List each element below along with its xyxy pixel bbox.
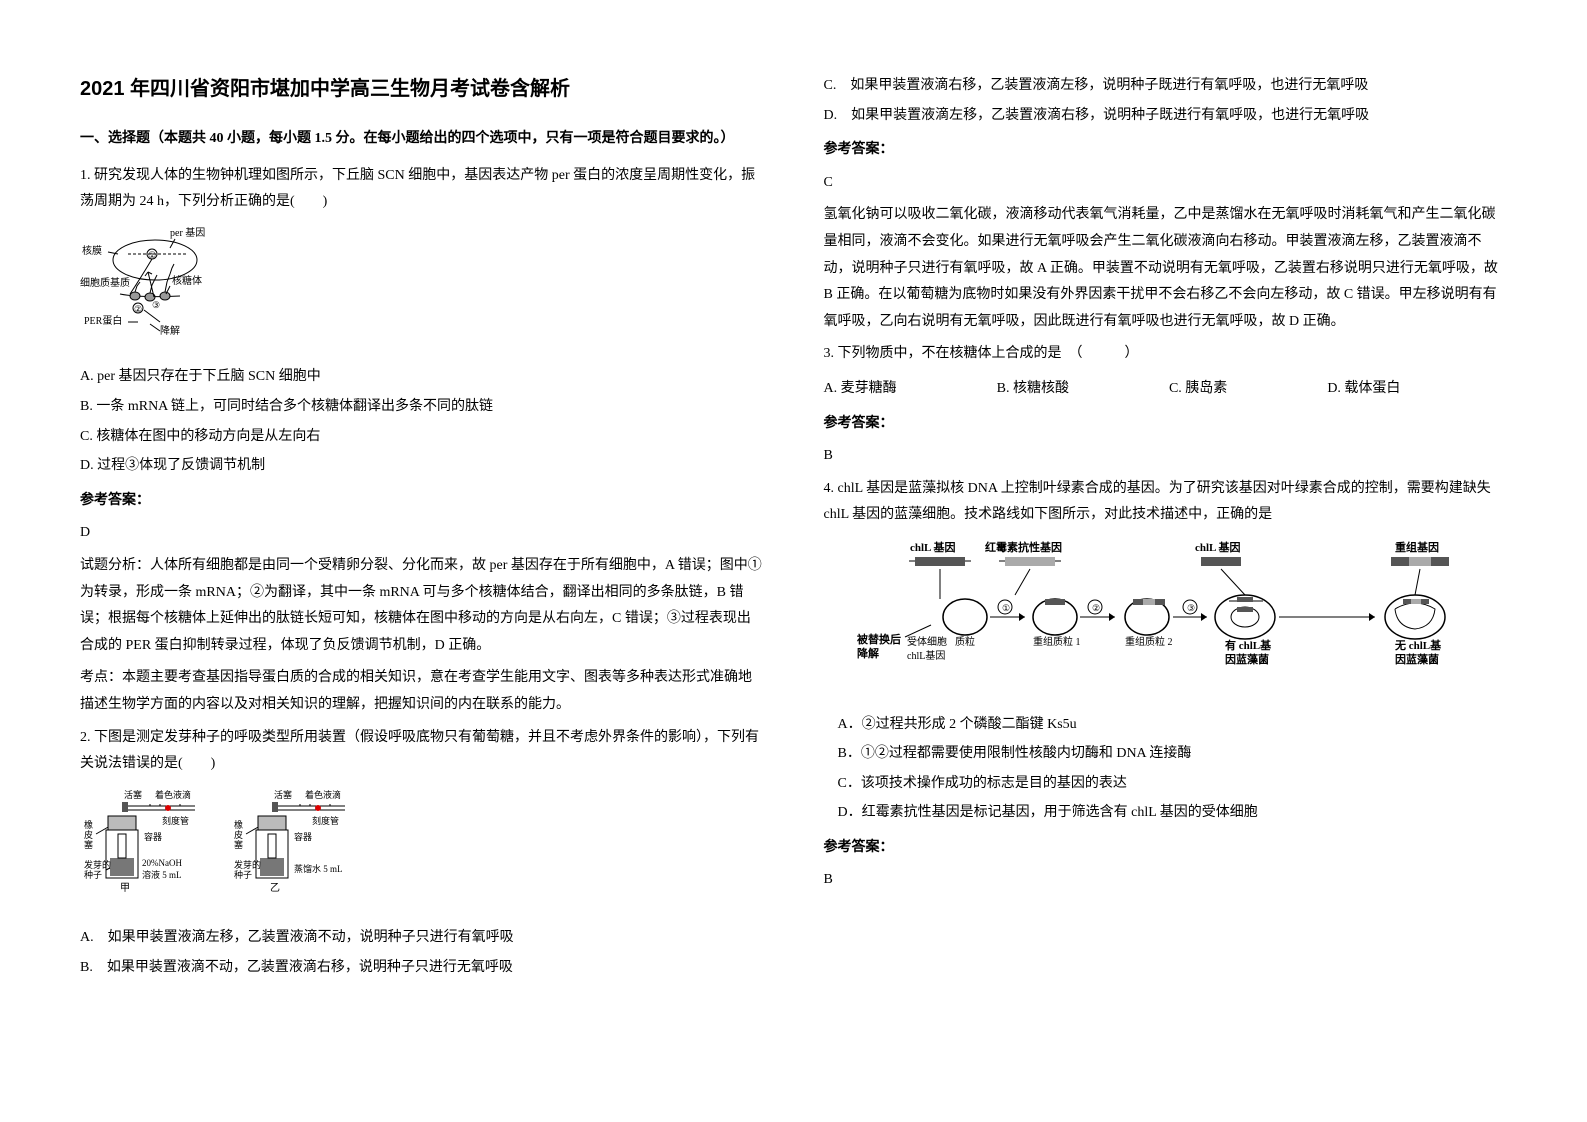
q4-diagram: chlL 基因 红霉素抗性基因 chlL 基因 重组基因 质粒 ① 重组质粒 1… <box>824 537 1508 698</box>
q4-optB: B．①②过程都需要使用限制性核酸内切酶和 DNA 连接酶 <box>824 741 1508 768</box>
svg-text:质粒: 质粒 <box>955 635 975 648</box>
svg-text:刻度管: 刻度管 <box>312 815 339 826</box>
section-heading: 一、选择题（本题共 40 小题，每小题 1.5 分。在每小题给出的四个选项中，只… <box>80 126 764 153</box>
q4-optA: A．②过程共形成 2 个磷酸二酯键 Ks5u <box>824 712 1508 739</box>
svg-text:皮: 皮 <box>84 829 93 840</box>
q2-diagram: 活塞 着色液滴 刻度管 橡皮塞 容器 发芽的种子 20%NaOH 溶液 5 mL <box>80 786 764 912</box>
q2-optA: A. 如果甲装置液滴左移，乙装置液滴不动，说明种子只进行有氧呼吸 <box>80 925 764 952</box>
q2-stem: 2. 下图是测定发芽种子的呼吸类型所用装置（假设呼吸底物只有葡萄糖，并且不考虑外… <box>80 725 764 778</box>
q1-optA: A. per 基因只存在于下丘脑 SCN 细胞中 <box>80 364 764 391</box>
svg-text:③: ③ <box>1187 603 1195 613</box>
q1-stem: 1. 研究发现人体的生物钟机理如图所示，下丘脑 SCN 细胞中，基因表达产物 p… <box>80 163 764 216</box>
svg-text:蒸馏水 5 mL: 蒸馏水 5 mL <box>294 863 343 874</box>
q4-optD: D．红霉素抗性基因是标记基因，用于筛选含有 chlL 基因的受体细胞 <box>824 800 1508 827</box>
q4-optC: C．该项技术操作成功的标志是目的基因的表达 <box>824 771 1508 798</box>
q4-answer-label: 参考答案： <box>824 835 1508 862</box>
q3-optC: C. 胰岛素 <box>1169 376 1227 403</box>
svg-text:有 chlL基: 有 chlL基 <box>1225 638 1272 652</box>
svg-text:乙: 乙 <box>270 882 280 894</box>
svg-text:②: ② <box>1092 603 1100 613</box>
q1-diagram: per 基因 核膜 ① 细胞质基质 核糖体 ② ③ <box>80 224 764 355</box>
svg-text:容器: 容器 <box>294 831 312 842</box>
svg-text:被替换后: 被替换后 <box>857 632 901 646</box>
svg-text:橡: 橡 <box>234 819 243 830</box>
svg-text:发芽的: 发芽的 <box>234 859 261 870</box>
svg-text:种子: 种子 <box>234 869 252 880</box>
svg-text:塞: 塞 <box>234 839 243 850</box>
q3-answer-label: 参考答案： <box>824 411 1508 438</box>
svg-text:因蓝藻菌: 因蓝藻菌 <box>1225 652 1269 666</box>
svg-text:溶液 5 mL: 溶液 5 mL <box>142 869 182 880</box>
label-degrade: 降解 <box>160 324 180 337</box>
q1-optD: D. 过程③体现了反馈调节机制 <box>80 453 764 480</box>
svg-text:皮: 皮 <box>234 829 243 840</box>
svg-text:受体细胞: 受体细胞 <box>907 635 947 648</box>
q2-optD: D. 如果甲装置液滴左移，乙装置液滴右移，说明种子既进行有氧呼吸，也进行无氧呼吸 <box>824 103 1508 130</box>
svg-text:甲: 甲 <box>120 883 130 894</box>
svg-text:重组质粒 1: 重组质粒 1 <box>1033 635 1081 648</box>
q2-optC: C. 如果甲装置液滴右移，乙装置液滴左移，说明种子既进行有氧呼吸，也进行无氧呼吸 <box>824 73 1508 100</box>
q1-optB: B. 一条 mRNA 链上，可同时结合多个核糖体翻译出多条不同的肽链 <box>80 394 764 421</box>
svg-text:chlL基因: chlL基因 <box>907 649 945 662</box>
svg-text:活塞: 活塞 <box>274 789 292 800</box>
label-ribosome: 核糖体 <box>172 274 202 287</box>
svg-text:活塞: 活塞 <box>124 789 142 800</box>
q3-optB: B. 核糖核酸 <box>997 376 1069 403</box>
q2-exp: 氢氧化钠可以吸收二氧化碳，液滴移动代表氧气消耗量，乙中是蒸馏水在无氧呼吸时消耗氧… <box>824 202 1508 335</box>
label-matrix: 细胞质基质 <box>80 276 130 289</box>
q1-exp2: 考点：本题主要考查基因指导蛋白质的合成的相关知识，意在考查学生能用文字、图表等多… <box>80 665 764 718</box>
q1-answer-label: 参考答案： <box>80 488 764 515</box>
svg-text:无 chlL基: 无 chlL基 <box>1394 638 1442 652</box>
svg-text:因蓝藻菌: 因蓝藻菌 <box>1395 652 1439 666</box>
q1-optC: C. 核糖体在图中的移动方向是从左向右 <box>80 424 764 451</box>
q3-optA: A. 麦芽糖酶 <box>824 376 897 403</box>
svg-text:降解: 降解 <box>857 646 879 660</box>
q2-answer-label: 参考答案： <box>824 137 1508 164</box>
q3-optD: D. 载体蛋白 <box>1327 376 1400 403</box>
svg-text:chlL 基因: chlL 基因 <box>1195 540 1241 554</box>
q4-answer: B <box>824 867 1508 894</box>
q2-optB: B. 如果甲装置液滴不动，乙装置液滴右移，说明种子只进行无氧呼吸 <box>80 955 764 982</box>
label-per-gene: per 基因 <box>170 226 205 239</box>
svg-text:chlL 基因: chlL 基因 <box>910 540 956 554</box>
q3-options: A. 麦芽糖酶 B. 核糖核酸 C. 胰岛素 D. 载体蛋白 <box>824 376 1508 403</box>
label-nucleus: 核膜 <box>82 244 102 257</box>
svg-text:着色液滴: 着色液滴 <box>155 789 191 800</box>
q3-answer: B <box>824 443 1508 470</box>
label-per-protein: PER蛋白 <box>84 314 122 327</box>
svg-text:①: ① <box>148 250 156 260</box>
svg-text:重组质粒 2: 重组质粒 2 <box>1125 635 1173 648</box>
svg-text:橡: 橡 <box>84 819 93 830</box>
q4-stem: 4. chlL 基因是蓝藻拟核 DNA 上控制叶绿素合成的基因。为了研究该基因对… <box>824 476 1508 529</box>
svg-text:着色液滴: 着色液滴 <box>305 789 341 800</box>
svg-text:重组基因: 重组基因 <box>1395 540 1439 554</box>
q2-answer: C <box>824 170 1508 197</box>
svg-text:红霉素抗性基因: 红霉素抗性基因 <box>985 540 1062 554</box>
page-title: 2021 年四川省资阳市堪加中学高三生物月考试卷含解析 <box>80 70 764 108</box>
svg-text:种子: 种子 <box>84 869 102 880</box>
svg-text:20%NaOH: 20%NaOH <box>142 858 182 868</box>
svg-text:③: ③ <box>152 300 160 310</box>
svg-text:刻度管: 刻度管 <box>162 815 189 826</box>
svg-text:容器: 容器 <box>144 831 162 842</box>
svg-text:①: ① <box>1002 603 1010 613</box>
svg-text:塞: 塞 <box>84 839 93 850</box>
q1-answer: D <box>80 520 764 547</box>
q1-exp1: 试题分析：人体所有细胞都是由同一个受精卵分裂、分化而来，故 per 基因存在于所… <box>80 553 764 659</box>
q3-stem: 3. 下列物质中，不在核糖体上合成的是 （ ） <box>824 341 1508 368</box>
svg-text:发芽的: 发芽的 <box>84 859 111 870</box>
